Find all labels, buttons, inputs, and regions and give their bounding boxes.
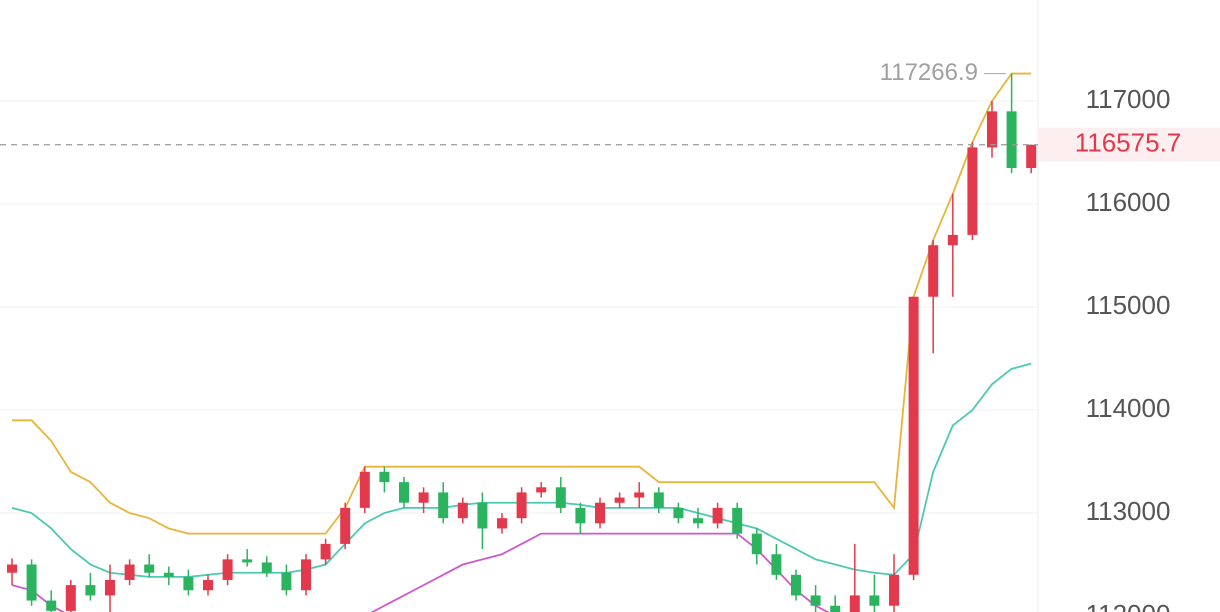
candle-body	[281, 572, 292, 591]
y-tick-label: 114000	[1086, 393, 1171, 423]
candle-body	[634, 492, 645, 498]
y-tick-label: 112000	[1086, 599, 1171, 612]
candle-body	[908, 296, 919, 575]
candle-body	[261, 562, 272, 573]
candle-body	[340, 507, 351, 544]
candle-body	[477, 502, 488, 529]
candle-body	[242, 559, 253, 563]
candle-body	[810, 595, 821, 606]
candle-body	[124, 564, 135, 580]
candle-body	[536, 487, 547, 493]
plot-area	[7, 72, 1037, 612]
candle-body	[987, 111, 997, 148]
candle-body	[947, 234, 958, 246]
candle-body	[830, 605, 841, 612]
candle-body	[438, 492, 449, 519]
candle-body	[203, 579, 213, 591]
candle-body	[65, 585, 76, 611]
candle-body	[7, 564, 17, 573]
candle-body	[26, 564, 37, 601]
candle-body	[183, 576, 194, 591]
candle-body	[418, 492, 429, 503]
candle-body	[771, 554, 782, 575]
candle-body	[555, 487, 566, 508]
y-tick-label: 115000	[1086, 290, 1171, 320]
candle-body	[575, 507, 586, 524]
grid	[0, 100, 1038, 514]
candle-body	[359, 471, 370, 508]
candle-body	[673, 507, 684, 519]
candle-body	[693, 518, 703, 524]
candle-body	[732, 507, 743, 534]
candle-body	[301, 559, 311, 591]
candle-body	[1026, 144, 1037, 168]
candle-body	[653, 492, 664, 508]
candle-body	[46, 600, 57, 611]
candle-body	[144, 564, 155, 573]
candle-body	[516, 492, 527, 519]
candle-body	[614, 497, 625, 503]
candle-body	[85, 585, 96, 596]
y-axis: 112000 113000 114000 115000 116000 117000	[1086, 84, 1171, 612]
candle-body	[928, 245, 939, 297]
candle-body	[222, 559, 233, 580]
y-tick-label: 113000	[1086, 496, 1171, 526]
candle-body	[163, 572, 174, 577]
last-price-label: 116575.7	[1075, 128, 1182, 158]
candle-body	[869, 595, 880, 606]
indicator-line	[12, 72, 1032, 535]
y-tick-label: 116000	[1086, 187, 1171, 217]
candle-body	[1006, 111, 1017, 168]
candle-body	[791, 574, 801, 596]
candle-body	[712, 507, 723, 524]
high-label: 117266.9	[880, 59, 978, 86]
candle-body	[751, 533, 762, 555]
candle-body	[595, 502, 605, 524]
candle-body	[379, 471, 390, 483]
y-tick-label: 117000	[1086, 84, 1171, 114]
candle-body	[889, 574, 899, 606]
candle-body	[457, 502, 468, 519]
candle-body	[105, 579, 115, 596]
candle-body	[320, 543, 331, 560]
last-price-box	[1038, 127, 1220, 162]
candle-body	[497, 518, 507, 529]
indicator-line	[11, 532, 830, 612]
candle-body	[967, 147, 978, 235]
candle-body	[849, 595, 860, 612]
candle-body	[399, 482, 409, 503]
